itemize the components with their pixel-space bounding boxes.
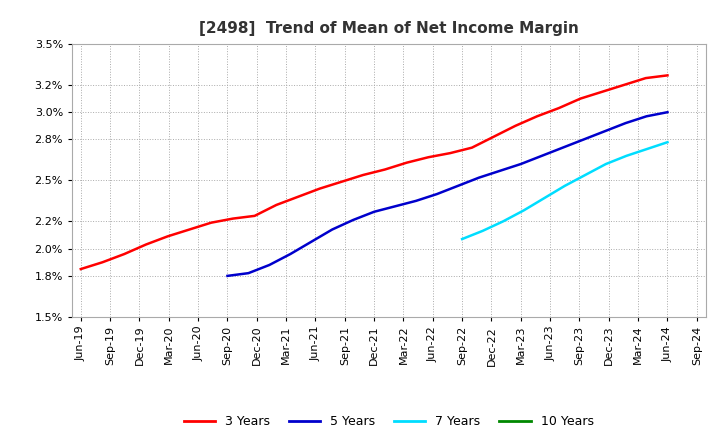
Legend: 3 Years, 5 Years, 7 Years, 10 Years: 3 Years, 5 Years, 7 Years, 10 Years [179, 411, 598, 433]
Title: [2498]  Trend of Mean of Net Income Margin: [2498] Trend of Mean of Net Income Margi… [199, 21, 579, 36]
